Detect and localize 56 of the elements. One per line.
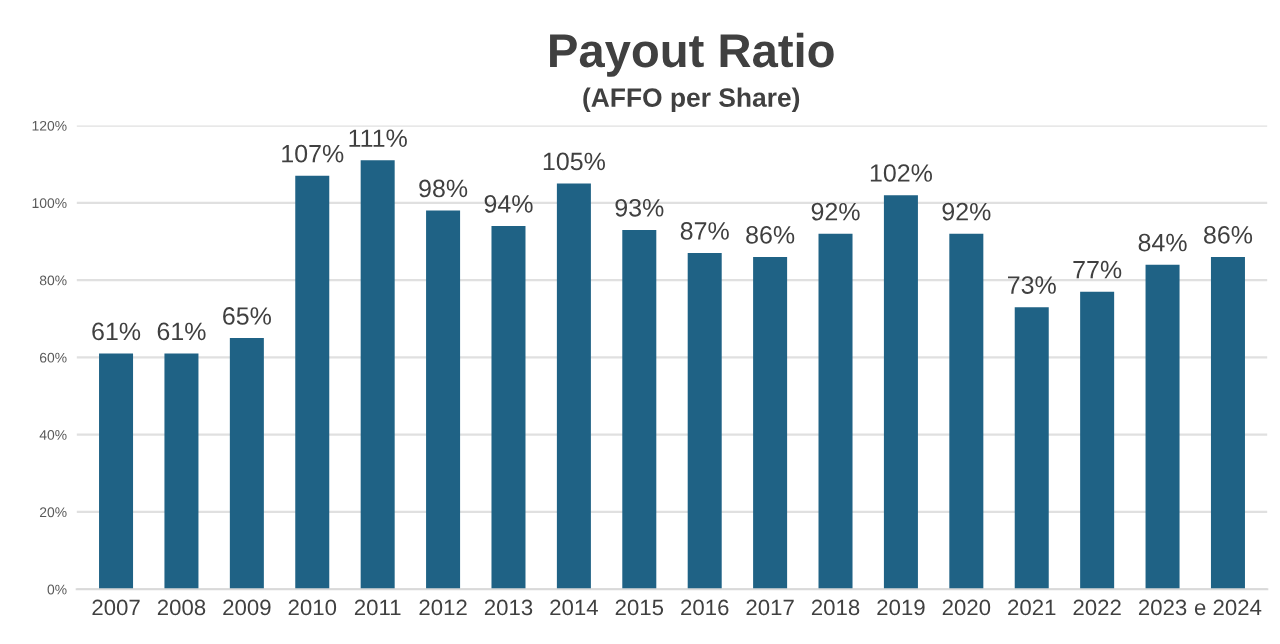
data-label: 87% (680, 222, 729, 240)
data-label: 61% (157, 322, 206, 341)
bar (883, 195, 918, 590)
chart-title: Payout Ratio (550, 32, 834, 77)
bar (360, 160, 395, 590)
x-tick-label: 2022 (1073, 599, 1121, 616)
x-tick-label: 2009 (223, 599, 271, 616)
data-label: 105% (543, 152, 605, 171)
x-tick-label: 2018 (811, 599, 860, 616)
data-label: 61% (92, 322, 141, 341)
x-tick-label: 2019 (877, 599, 925, 616)
bar (622, 229, 657, 590)
bar (99, 353, 134, 590)
data-label: 84% (1138, 233, 1187, 252)
bar (1210, 256, 1245, 590)
bar (491, 226, 526, 590)
data-label: 73% (1008, 276, 1056, 294)
x-tick-label: 2017 (746, 599, 794, 616)
bar (753, 256, 788, 590)
bar (949, 233, 984, 590)
data-label: 86% (1204, 225, 1253, 244)
data-label: 111% (349, 129, 407, 147)
bar (818, 233, 853, 590)
bar (1014, 307, 1049, 590)
x-tick-label: e 2024 (1194, 599, 1262, 616)
x-tick-label: 2011 (354, 599, 401, 616)
data-label: 86% (746, 225, 795, 244)
x-tick-label: 2013 (484, 599, 533, 616)
data-label: 92% (811, 202, 860, 221)
x-tick-label: 2015 (615, 599, 664, 616)
bar (229, 338, 264, 590)
bar (426, 210, 461, 590)
x-tick-label: 2014 (550, 599, 598, 616)
x-tick-label: 2023 (1138, 599, 1187, 616)
x-tick-label: 2008 (157, 599, 206, 616)
x-tick-label: 2020 (942, 599, 991, 616)
data-label: 98% (419, 179, 468, 198)
chart-subtitle: (AFFO per Share) (583, 87, 800, 113)
bar (687, 253, 722, 590)
bar (1080, 291, 1115, 590)
x-tick-label: 2021 (1008, 599, 1056, 616)
bar (556, 183, 591, 590)
bar (1145, 264, 1180, 590)
data-label: 94% (484, 195, 533, 213)
x-tick-label: 2010 (288, 599, 337, 616)
data-label: 92% (942, 202, 991, 221)
data-label: 77% (1073, 260, 1122, 279)
data-label: 93% (615, 198, 664, 217)
x-tick-label: 2012 (419, 599, 467, 616)
x-tick-label: 2016 (681, 599, 729, 616)
bar (295, 175, 330, 590)
bar (164, 353, 199, 590)
data-label: 65% (223, 307, 271, 325)
x-tick-label: 2007 (92, 599, 140, 616)
data-label: 102% (870, 164, 933, 182)
data-label: 107% (282, 144, 344, 163)
